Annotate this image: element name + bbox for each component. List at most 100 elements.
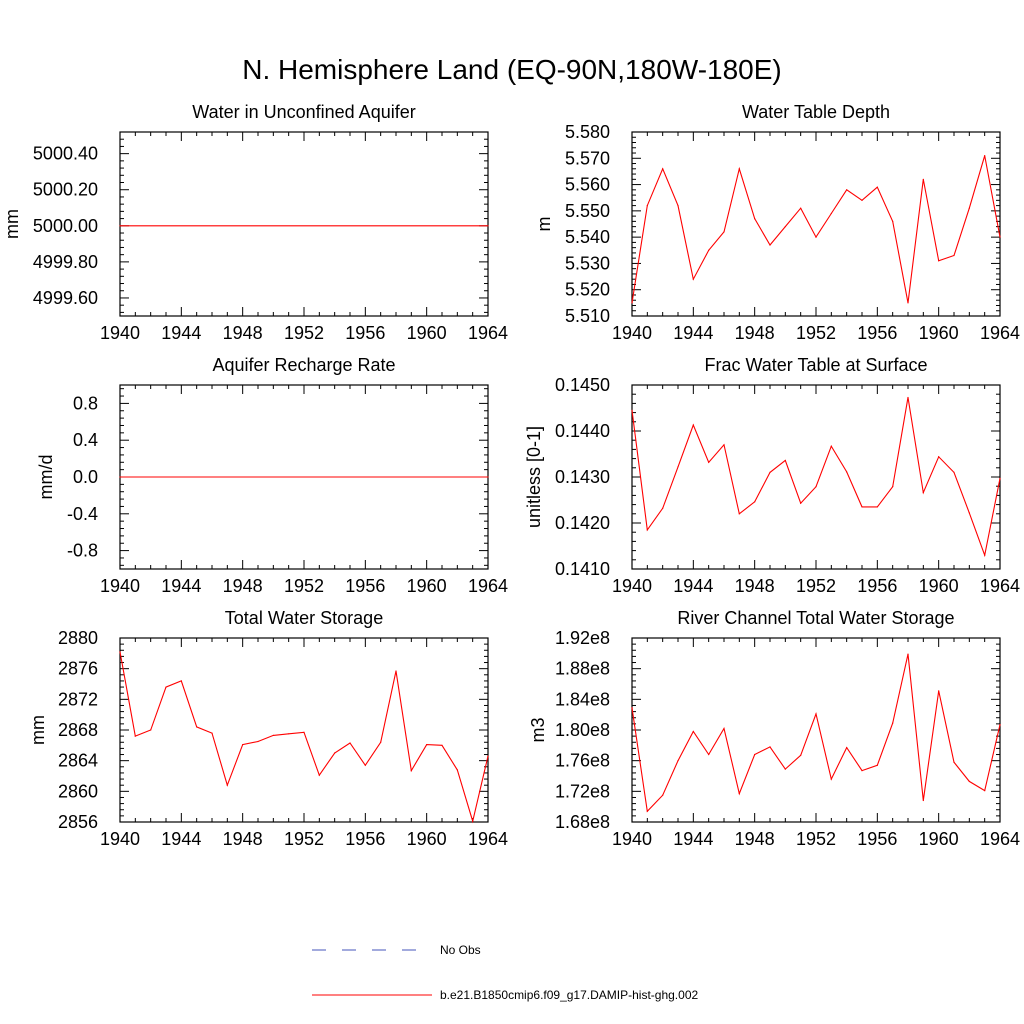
x-tick-label: 1944 bbox=[673, 323, 713, 343]
data-point bbox=[922, 799, 924, 802]
data-point bbox=[846, 189, 848, 191]
data-point bbox=[134, 735, 136, 737]
x-tick-label: 1960 bbox=[407, 576, 447, 596]
plot-frame bbox=[631, 131, 1001, 317]
data-point bbox=[876, 764, 878, 766]
data-point bbox=[364, 764, 366, 766]
y-tick-label: 1.92e8 bbox=[555, 628, 610, 648]
data-point bbox=[723, 727, 725, 730]
x-tick-label: 1944 bbox=[161, 829, 201, 849]
data-point bbox=[708, 461, 710, 463]
data-point bbox=[876, 506, 878, 508]
data-point bbox=[769, 471, 771, 473]
data-point bbox=[754, 753, 756, 756]
panel-1: 1940 1944 1948 1952 1956 1960 1964 4999.60 4999.… bbox=[2, 102, 508, 343]
data-point bbox=[800, 207, 802, 209]
data-point bbox=[769, 244, 771, 246]
data-point bbox=[953, 254, 955, 257]
data-point bbox=[165, 686, 167, 688]
data-point bbox=[487, 755, 489, 757]
data-point bbox=[830, 445, 832, 447]
data-point bbox=[830, 212, 832, 215]
data-point bbox=[196, 726, 198, 728]
y-tick-label: 4999.80 bbox=[33, 252, 98, 272]
y-tick-label: 2860 bbox=[58, 781, 98, 801]
x-tick-label: 1960 bbox=[919, 829, 959, 849]
plot-frame bbox=[631, 384, 1001, 570]
legend: No Obs b.e21.B1850cmip6.f09_g17.DAMIP-his… bbox=[312, 943, 698, 1002]
data-point bbox=[907, 302, 909, 304]
y-tick-label: 1.80e8 bbox=[555, 720, 610, 740]
y-tick-label: 2864 bbox=[58, 751, 98, 771]
y-tick-label: 5.520 bbox=[565, 280, 610, 300]
panel-title: Aquifer Recharge Rate bbox=[212, 355, 395, 375]
data-point bbox=[999, 477, 1001, 479]
y-tick-label: -0.8 bbox=[67, 541, 98, 561]
x-tick-label: 1948 bbox=[735, 829, 775, 849]
data-point bbox=[984, 789, 986, 792]
y-tick-label: 0.1430 bbox=[555, 467, 610, 487]
y-tick-label: 5.550 bbox=[565, 201, 610, 221]
data-point bbox=[677, 466, 679, 468]
x-tick-label: 1944 bbox=[161, 576, 201, 596]
x-tick-label: 1944 bbox=[161, 323, 201, 343]
panel-2: 1940 1944 1948 1952 1956 1960 1964 5.510 5.520 5.… bbox=[534, 102, 1020, 343]
data-point bbox=[646, 529, 648, 531]
series-line bbox=[631, 155, 1001, 304]
data-point bbox=[892, 486, 894, 488]
y-tick-label: 5000.00 bbox=[33, 216, 98, 236]
y-tick-label: 2880 bbox=[58, 628, 98, 648]
data-point bbox=[968, 207, 970, 209]
panel-title: Water in Unconfined Aquifer bbox=[192, 102, 415, 122]
data-point bbox=[318, 774, 320, 776]
data-point bbox=[410, 770, 412, 772]
y-tick-label: 1.84e8 bbox=[555, 689, 610, 709]
data-point bbox=[662, 507, 664, 509]
data-point bbox=[938, 456, 940, 458]
data-point bbox=[272, 734, 274, 736]
data-point bbox=[242, 743, 244, 746]
data-point bbox=[395, 670, 397, 672]
x-tick-label: 1944 bbox=[673, 829, 713, 849]
x-tick-label: 1948 bbox=[223, 323, 263, 343]
data-point bbox=[953, 761, 955, 763]
legend-label-no-obs: No Obs bbox=[440, 943, 481, 957]
data-point bbox=[380, 741, 382, 743]
y-tick-label: 1.68e8 bbox=[555, 812, 610, 832]
y-tick-label: 0.8 bbox=[73, 393, 98, 413]
x-tick-label: 1956 bbox=[857, 323, 897, 343]
series-line bbox=[631, 397, 1001, 558]
data-point bbox=[456, 769, 458, 771]
panel-title: Frac Water Table at Surface bbox=[704, 355, 927, 375]
x-tick-label: 1952 bbox=[284, 829, 324, 849]
data-point bbox=[907, 396, 909, 399]
y-tick-label: 5.560 bbox=[565, 175, 610, 195]
x-tick-label: 1964 bbox=[980, 576, 1020, 596]
data-point bbox=[861, 770, 863, 772]
x-tick-label: 1940 bbox=[612, 576, 652, 596]
x-tick-label: 1960 bbox=[919, 576, 959, 596]
y-tick-label: 1.72e8 bbox=[555, 781, 610, 801]
panel-5: 1940 1944 1948 1952 1956 1960 1964 2856 2860 2864… bbox=[28, 608, 508, 849]
x-tick-label: 1964 bbox=[980, 323, 1020, 343]
y-tick-label: 5.570 bbox=[565, 148, 610, 168]
x-tick-label: 1952 bbox=[284, 576, 324, 596]
data-point bbox=[953, 471, 955, 473]
data-point bbox=[968, 512, 970, 514]
data-point bbox=[815, 713, 817, 715]
x-tick-label: 1940 bbox=[612, 323, 652, 343]
x-tick-label: 1960 bbox=[407, 829, 447, 849]
data-point bbox=[631, 409, 633, 411]
data-point bbox=[922, 492, 924, 494]
data-point bbox=[876, 186, 878, 188]
x-tick-label: 1956 bbox=[857, 829, 897, 849]
y-tick-label: 5.530 bbox=[565, 253, 610, 273]
y-axis-label: unitless [0-1] bbox=[524, 426, 544, 528]
data-point bbox=[646, 810, 648, 812]
data-point bbox=[119, 225, 121, 227]
data-point bbox=[784, 226, 786, 228]
data-point bbox=[984, 155, 986, 157]
x-tick-label: 1964 bbox=[468, 576, 508, 596]
data-point bbox=[907, 653, 909, 655]
